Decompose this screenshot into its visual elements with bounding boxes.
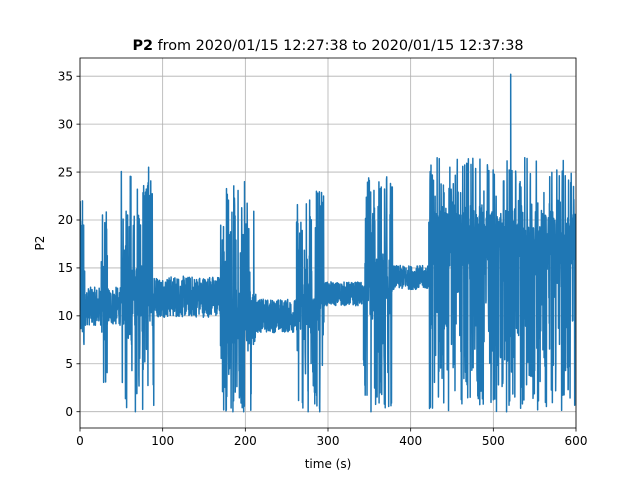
y-tick-label: 30 (58, 117, 73, 131)
x-axis-label: time (s) (305, 457, 352, 471)
x-tick-label: 200 (234, 434, 257, 448)
y-tick-label: 15 (58, 261, 73, 275)
y-axis-label: P2 (33, 236, 47, 251)
y-tick-label: 25 (58, 165, 73, 179)
y-tick-label: 20 (58, 213, 73, 227)
y-tick-label: 35 (58, 69, 73, 83)
x-tick-label: 600 (565, 434, 588, 448)
x-tick-label: 100 (151, 434, 174, 448)
x-tick-label: 0 (76, 434, 84, 448)
plot-area (80, 73, 576, 413)
y-tick-label: 10 (58, 309, 73, 323)
x-tick-label: 300 (317, 434, 340, 448)
x-tick-label: 500 (482, 434, 505, 448)
x-axis: 0 100 200 300 400 500 600 (76, 428, 587, 448)
y-tick-label: 5 (65, 357, 73, 371)
series-line-p2 (80, 73, 576, 413)
y-tick-label: 0 (65, 405, 73, 419)
chart-title-bold: P2 (132, 38, 153, 54)
chart-title-rest: from 2020/01/15 12:27:38 to 2020/01/15 1… (153, 38, 524, 54)
chart-title: P2 from 2020/01/15 12:27:38 to 2020/01/1… (132, 38, 523, 54)
y-axis: 0 5 10 15 20 25 30 35 (58, 69, 80, 419)
x-tick-label: 400 (399, 434, 422, 448)
